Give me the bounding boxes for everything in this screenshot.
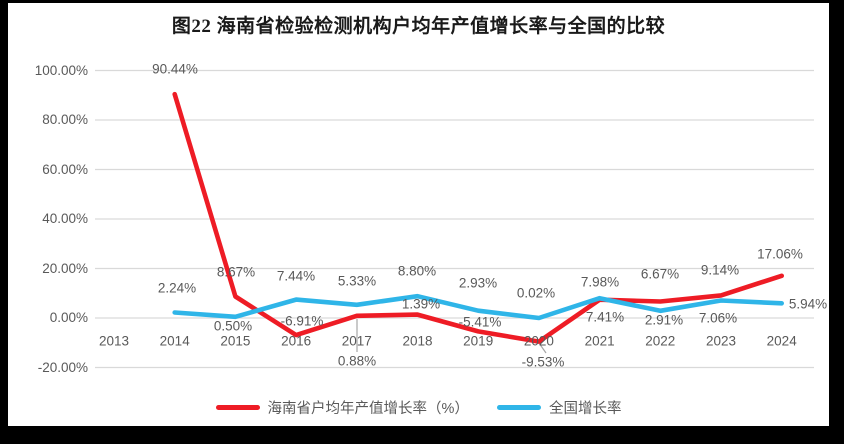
data-label-1-2014: 2.24% bbox=[157, 280, 197, 296]
x-tick-2021: 2021 bbox=[584, 333, 615, 349]
x-tick-2016: 2016 bbox=[281, 333, 312, 349]
y-tick-80.00%: 80.00% bbox=[42, 112, 88, 127]
legend-swatch-1 bbox=[496, 404, 541, 410]
data-label-0-2017: 0.88% bbox=[337, 353, 377, 369]
x-tick-2015: 2015 bbox=[220, 333, 251, 349]
legend-label-1: 全国增长率 bbox=[548, 400, 622, 417]
legend-item-1: 全国增长率 bbox=[496, 397, 622, 418]
chart-paper bbox=[8, 3, 829, 426]
x-tick-2020: 2020 bbox=[523, 333, 554, 349]
data-label-0-2022: 6.67% bbox=[640, 266, 680, 282]
y-tick--20.00%: -20.00% bbox=[37, 359, 88, 375]
data-label-0-2020: -9.53% bbox=[521, 354, 565, 370]
data-label-1-2022: 2.91% bbox=[644, 312, 684, 328]
data-label-1-2016: 7.44% bbox=[276, 268, 316, 284]
data-label-0-2021: 7.41% bbox=[585, 309, 625, 325]
data-label-0-2023: 9.14% bbox=[700, 262, 740, 278]
y-tick-20.00%: 20.00% bbox=[42, 260, 88, 276]
data-label-1-2024: 5.94% bbox=[788, 296, 828, 312]
data-label-1-2015: 0.50% bbox=[213, 318, 253, 334]
data-label-1-2023: 7.06% bbox=[698, 310, 738, 326]
x-tick-2018: 2018 bbox=[402, 333, 433, 349]
data-label-0-2019: -5.41% bbox=[458, 314, 502, 330]
legend-swatch-0 bbox=[215, 404, 260, 410]
data-label-0-2024: 17.06% bbox=[757, 246, 803, 262]
data-label-1-2020: 0.02% bbox=[516, 285, 556, 301]
data-label-1-2018: 8.80% bbox=[397, 263, 437, 279]
y-tick-40.00%: 40.00% bbox=[42, 211, 88, 226]
series-line-0 bbox=[172, 91, 785, 344]
chart-title: 图22 海南省检验检测机构户均年产值增长率与全国的比较 bbox=[171, 16, 666, 37]
x-tick-2024: 2024 bbox=[766, 333, 797, 349]
data-label-0-2018: 1.39% bbox=[401, 296, 441, 312]
legend-label-0: 海南省户均年产值增长率（%） bbox=[267, 400, 469, 417]
y-tick-0.00%: 0.00% bbox=[49, 310, 88, 325]
chart-legend: 海南省户均年产值增长率（%） 全国增长率 bbox=[8, 396, 829, 418]
data-label-1-2019: 2.93% bbox=[458, 275, 498, 291]
x-tick-2019: 2019 bbox=[463, 333, 494, 349]
x-tick-2022: 2022 bbox=[645, 333, 676, 349]
series-line-1 bbox=[172, 293, 785, 321]
x-tick-2023: 2023 bbox=[705, 333, 737, 349]
data-label-1-2017: 5.33% bbox=[337, 273, 377, 289]
data-label-0-2016: -6.91% bbox=[280, 313, 324, 329]
x-tick-2013: 2013 bbox=[98, 333, 130, 349]
data-label-0-2015: 8.67% bbox=[216, 264, 256, 280]
y-tick-60.00%: 60.00% bbox=[42, 161, 88, 177]
data-label-0-2014: 90.44% bbox=[152, 61, 198, 77]
y-tick-100.00%: 100.00% bbox=[34, 62, 88, 78]
legend-item-0: 海南省户均年产值增长率（%） bbox=[215, 397, 469, 418]
data-label-1-2021: 7.98% bbox=[580, 274, 620, 290]
leader-line-1 bbox=[538, 342, 547, 354]
x-tick-2014: 2014 bbox=[159, 333, 190, 349]
x-tick-2017: 2017 bbox=[341, 333, 372, 349]
